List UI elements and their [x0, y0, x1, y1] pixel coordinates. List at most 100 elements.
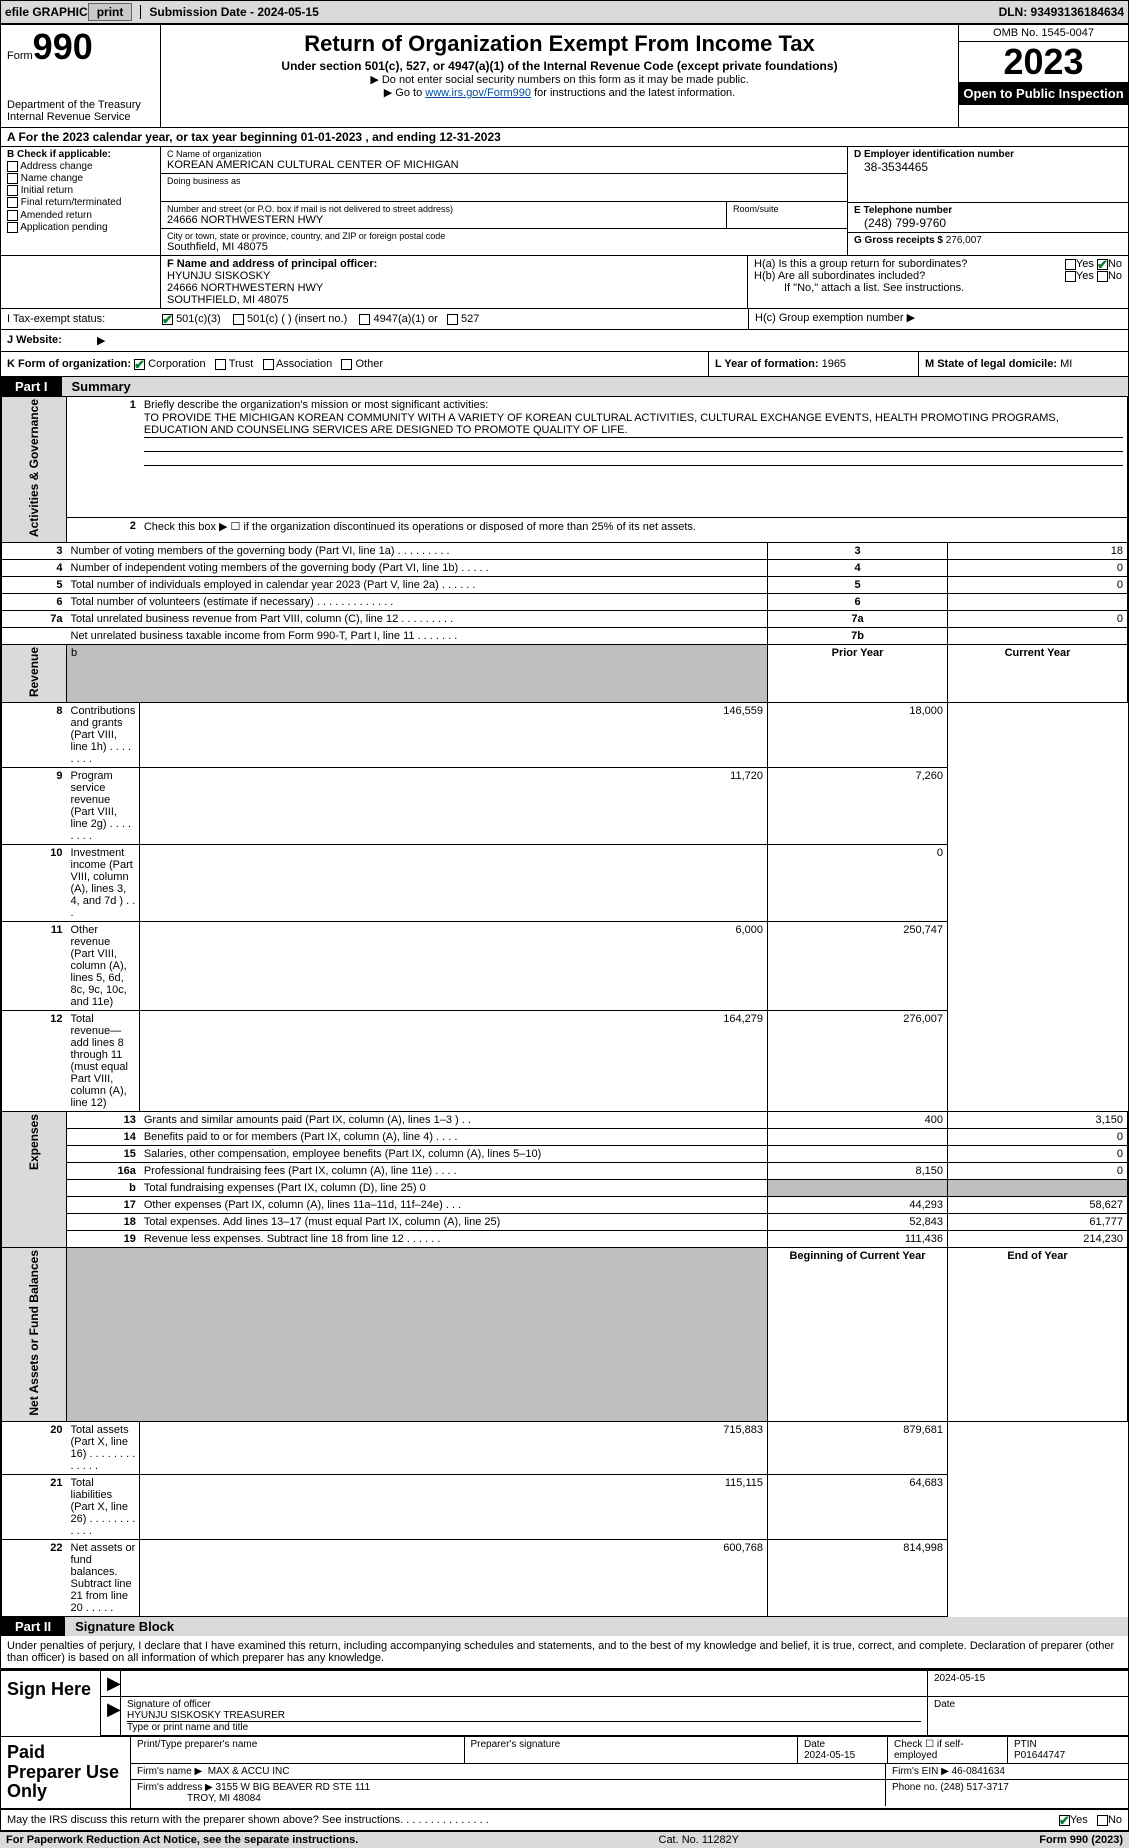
row-bcd: B Check if applicable: Address change Na…: [1, 147, 1128, 256]
tel-val: (248) 799-9760: [854, 216, 1122, 230]
officer-lbl: F Name and address of principal officer:: [167, 258, 741, 270]
ein-lbl: D Employer identification number: [854, 149, 1122, 160]
city-lbl: City or town, state or province, country…: [167, 231, 841, 241]
mission-text: TO PROVIDE THE MICHIGAN KOREAN COMMUNITY…: [144, 411, 1123, 438]
tel-row: E Telephone number (248) 799-9760: [848, 203, 1128, 233]
dba-lbl: Doing business as: [167, 176, 841, 186]
box-c: C Name of organization KOREAN AMERICAN C…: [161, 147, 848, 255]
chk-amended[interactable]: Amended return: [7, 210, 154, 221]
firm-ein-lbl: Firm's EIN ▶: [892, 1766, 949, 1777]
spacer-b: [1, 256, 161, 308]
paid-label: Paid Preparer Use Only: [1, 1737, 131, 1808]
period-line: A For the 2023 calendar year, or tax yea…: [1, 127, 1128, 147]
discuss-text: May the IRS discuss this return with the…: [7, 1814, 489, 1826]
chk-name[interactable]: Name change: [7, 173, 154, 184]
vtab-activities: Activities & Governance: [2, 397, 67, 543]
form-number: 990: [33, 26, 93, 67]
irs-label: Internal Revenue Service: [7, 111, 154, 123]
hb-yes[interactable]: [1065, 271, 1076, 282]
chk-final[interactable]: Final return/terminated: [7, 197, 154, 208]
street-row: Number and street (or P.O. box if mail i…: [161, 202, 847, 229]
sign-here-row: Sign Here ▶ 2024-05-15 ▶ Signature of of…: [1, 1670, 1128, 1736]
street-lbl: Number and street (or P.O. box if mail i…: [167, 204, 720, 214]
chk-trust[interactable]: [215, 359, 226, 370]
firm-addr1: 3155 W BIG BEAVER RD STE 111: [216, 1782, 371, 1793]
gross-row: G Gross receipts $ 276,007: [848, 233, 1128, 248]
subtitle-2: ▶ Do not enter social security numbers o…: [169, 73, 950, 86]
ptin-val: P01644747: [1014, 1750, 1065, 1761]
gross-val: 276,007: [946, 235, 982, 246]
box-d: D Employer identification number 38-3534…: [848, 147, 1128, 255]
firm-ein: 46-0841634: [952, 1766, 1005, 1777]
org-name-row: C Name of organization KOREAN AMERICAN C…: [161, 147, 847, 174]
form-footer: Form 990 (2023): [1039, 1834, 1123, 1846]
row-j: J Website: ▶: [1, 330, 1128, 352]
paid-right: Print/Type preparer's name Preparer's si…: [131, 1737, 1128, 1808]
chk-pending[interactable]: Application pending: [7, 222, 154, 233]
chk-501c3[interactable]: [162, 314, 173, 325]
hb-note: If "No," attach a list. See instructions…: [754, 282, 1122, 294]
officer-street: 24666 NORTHWESTERN HWY: [167, 282, 741, 294]
summary-row-8: 8 Contributions and grants (Part VIII, l…: [2, 703, 1128, 768]
tax-exempt-opts: 501(c)(3) 501(c) ( ) (insert no.) 4947(a…: [156, 309, 748, 329]
officer-name: HYUNJU SISKOSKY: [167, 270, 741, 282]
chk-other[interactable]: [341, 359, 352, 370]
summary-row-19: 19 Revenue less expenses. Subtract line …: [2, 1231, 1128, 1248]
net-header-blank: [67, 1248, 768, 1422]
sign-here-label: Sign Here: [1, 1671, 101, 1736]
ha-no[interactable]: [1097, 259, 1108, 270]
discuss-yes[interactable]: [1059, 1815, 1070, 1826]
signature-area: Under penalties of perjury, I declare th…: [1, 1636, 1128, 1670]
dba-row: Doing business as: [161, 174, 847, 202]
self-employed[interactable]: Check ☐ if self-employed: [888, 1737, 1008, 1763]
city-row: City or town, state or province, country…: [161, 229, 847, 255]
line1-num: 1: [67, 397, 140, 518]
form-org-lbl: K Form of organization:: [7, 358, 131, 370]
chk-assoc[interactable]: [263, 359, 274, 370]
arrow-icon: ▶: [101, 1671, 121, 1696]
org-name: KOREAN AMERICAN CULTURAL CENTER OF MICHI…: [167, 159, 841, 171]
ha-yes[interactable]: [1065, 259, 1076, 270]
summary-row-14: 14 Benefits paid to or for members (Part…: [2, 1129, 1128, 1146]
chk-address[interactable]: Address change: [7, 161, 154, 172]
ein-row: D Employer identification number 38-3534…: [848, 147, 1128, 203]
row-i: I Tax-exempt status: 501(c)(3) 501(c) ( …: [1, 309, 1128, 330]
hdr-end: End of Year: [948, 1248, 1128, 1422]
chk-corp[interactable]: [134, 359, 145, 370]
cat-no: Cat. No. 11282Y: [358, 1834, 1039, 1846]
vtab-revenue: Revenue: [2, 645, 67, 703]
form-word: Form: [7, 50, 33, 62]
box-b: B Check if applicable: Address change Na…: [1, 147, 161, 255]
subtitle-1: Under section 501(c), 527, or 4947(a)(1)…: [169, 59, 950, 73]
form-title: Return of Organization Exempt From Incom…: [169, 31, 950, 57]
hc-row: H(c) Group exemption number ▶: [748, 309, 1128, 329]
line1: Briefly describe the organization's miss…: [140, 397, 1128, 518]
ha-row: H(a) Is this a group return for subordin…: [754, 258, 1122, 270]
irs-link[interactable]: www.irs.gov/Form990: [425, 87, 531, 99]
print-button[interactable]: print: [88, 3, 133, 21]
sig-date-top: 2024-05-15: [928, 1671, 1128, 1696]
summary-row-20: 20 Total assets (Part X, line 16) . . . …: [2, 1421, 1128, 1474]
officer-city: SOUTHFIELD, MI 48075: [167, 294, 741, 306]
chk-527[interactable]: [447, 314, 458, 325]
print-preparer-lbl: Print/Type preparer's name: [131, 1737, 465, 1763]
hb-row: H(b) Are all subordinates included? Yes …: [754, 270, 1122, 282]
header-right: OMB No. 1545-0047 2023 Open to Public In…: [958, 25, 1128, 127]
box-l: L Year of formation: 1965: [708, 352, 918, 376]
header-left: Form990 Department of the Treasury Inter…: [1, 25, 161, 127]
summary-row-12: 12 Total revenue—add lines 8 through 11 …: [2, 1011, 1128, 1112]
hb-no[interactable]: [1097, 271, 1108, 282]
discuss-no[interactable]: [1097, 1815, 1108, 1826]
chk-501c[interactable]: [233, 314, 244, 325]
part1-header: Part I Summary: [1, 377, 1128, 396]
header-center: Return of Organization Exempt From Incom…: [161, 25, 958, 127]
phone-lbl: Phone no.: [892, 1782, 938, 1793]
part2-header: Part II Signature Block: [1, 1617, 1128, 1636]
dln: DLN: 93493136184634: [999, 5, 1124, 19]
website-lbl: J Website:: [1, 330, 91, 351]
chk-4947[interactable]: [359, 314, 370, 325]
summary-row-9: 9 Program service revenue (Part VIII, li…: [2, 768, 1128, 845]
part2-title: Signature Block: [65, 1617, 1128, 1636]
street-val: 24666 NORTHWESTERN HWY: [167, 214, 720, 226]
chk-initial[interactable]: Initial return: [7, 185, 154, 196]
